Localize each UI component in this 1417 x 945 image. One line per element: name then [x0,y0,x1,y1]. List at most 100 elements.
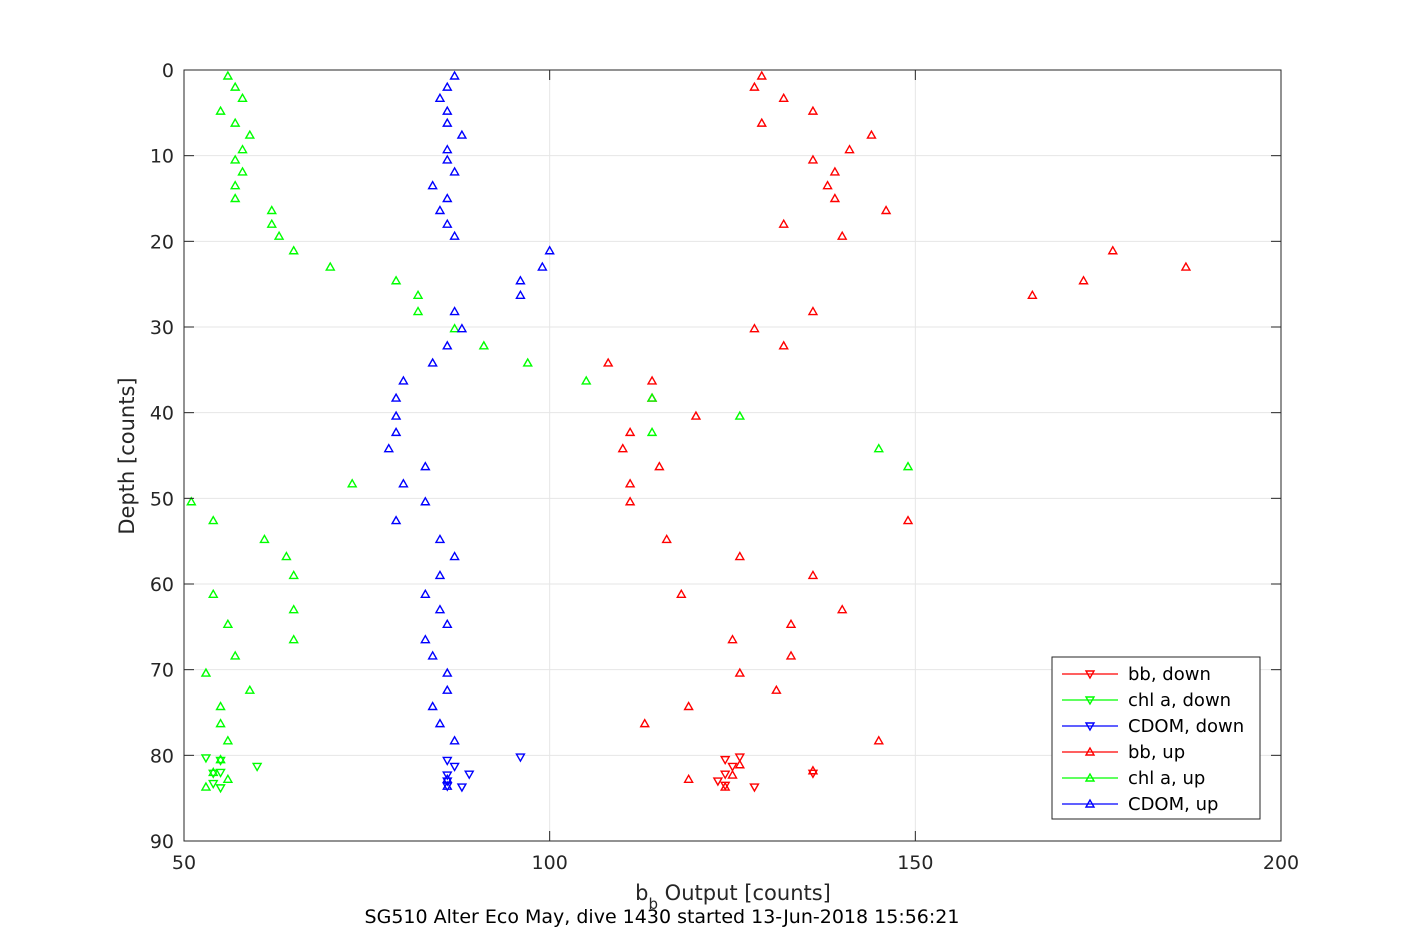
plot-frame [183,69,1282,842]
data-point [200,667,212,677]
data-point [229,180,241,190]
data-point [398,375,409,385]
data-point [427,357,438,367]
data-point [1027,289,1038,300]
data-point [237,166,248,176]
y-tick-label: 90 [150,831,174,853]
data-point [222,618,234,628]
data-point [749,323,760,333]
data-point [215,768,226,778]
data-point [522,357,533,367]
data-point [676,588,687,598]
data-point [836,230,848,240]
data-point [617,443,629,453]
data-point [427,180,438,190]
data-point [427,701,438,711]
data-point [266,218,277,228]
data-point [690,410,702,420]
data-point [237,144,248,154]
data-point [288,634,299,644]
series-3 [602,70,1192,791]
x-tick-label: 50 [172,852,196,874]
data-point [478,340,490,350]
legend: bb, down chl a, down CDOM, down bb, up chl a… [1051,656,1261,820]
data-point [442,340,453,350]
data-point [186,496,197,506]
series-5 [383,70,555,790]
data-point [442,117,453,127]
y-tick-label: 10 [150,146,174,168]
data-point [420,461,431,471]
data-point [427,650,438,660]
data-point [208,767,219,777]
data-point [1107,245,1118,255]
data-point [449,323,460,333]
data-point [683,701,694,711]
data-point [778,92,789,102]
axis-ticks: 50 100 150 200 0 10 20 30 40 50 60 70 80 90 [150,60,1299,874]
data-point [442,105,453,115]
x-tick-label: 200 [1263,852,1299,874]
x-axis-label-subscript: b [648,895,658,913]
data-point [390,392,402,402]
data-point [442,667,453,677]
y-tick-label: 80 [150,745,174,767]
legend-label: CDOM, up [1128,794,1218,815]
data-point [654,461,665,471]
data-point [288,570,299,580]
data-point [785,618,797,628]
data-point [734,759,746,769]
data-point [390,426,402,437]
legend-label: CDOM, down [1128,716,1244,737]
data-point [200,781,212,791]
data-point [434,92,446,102]
data-point [734,753,746,763]
data-point [807,105,819,115]
y-axis-label: Depth [counts] [115,377,139,534]
data-point [390,515,402,525]
data-point [866,129,877,139]
data-point [449,306,460,316]
legend-item: chl a, down [1062,690,1231,711]
data-point [200,754,212,764]
data-point [807,154,819,164]
data-point [639,718,650,728]
data-point [544,245,555,255]
data-point [442,771,453,781]
legend-label: chl a, up [1128,768,1205,789]
data-point [822,180,833,190]
data-point [683,773,694,784]
data-point [756,70,767,80]
data-point [646,426,658,437]
x-axis-label-rest: Output [counts] [658,881,831,905]
data-point [251,762,263,772]
data-point [412,306,424,316]
data-point [259,534,270,544]
legend-marker [1084,722,1096,732]
legend-marker [1084,798,1096,808]
data-point [624,426,636,437]
data-point [807,570,819,580]
data-point [624,496,636,506]
data-point [442,777,453,787]
legend-item: bb, down [1062,664,1211,685]
data-point [902,515,914,525]
x-axis-label: bb Output [counts] [635,881,831,913]
data-point [756,117,767,127]
data-point [215,105,226,115]
data-point [778,218,789,228]
data-point [434,570,446,580]
data-point [456,323,468,333]
data-point [281,551,292,561]
y-tick-label: 20 [150,231,174,253]
data-point [229,154,241,164]
data-point [442,756,453,766]
data-point [222,70,234,80]
data-point [719,755,731,766]
data-point [449,70,460,80]
legend-label: bb, up [1128,742,1185,763]
y-tick-label: 60 [150,574,174,596]
data-point [727,769,738,779]
data-point [266,205,277,215]
